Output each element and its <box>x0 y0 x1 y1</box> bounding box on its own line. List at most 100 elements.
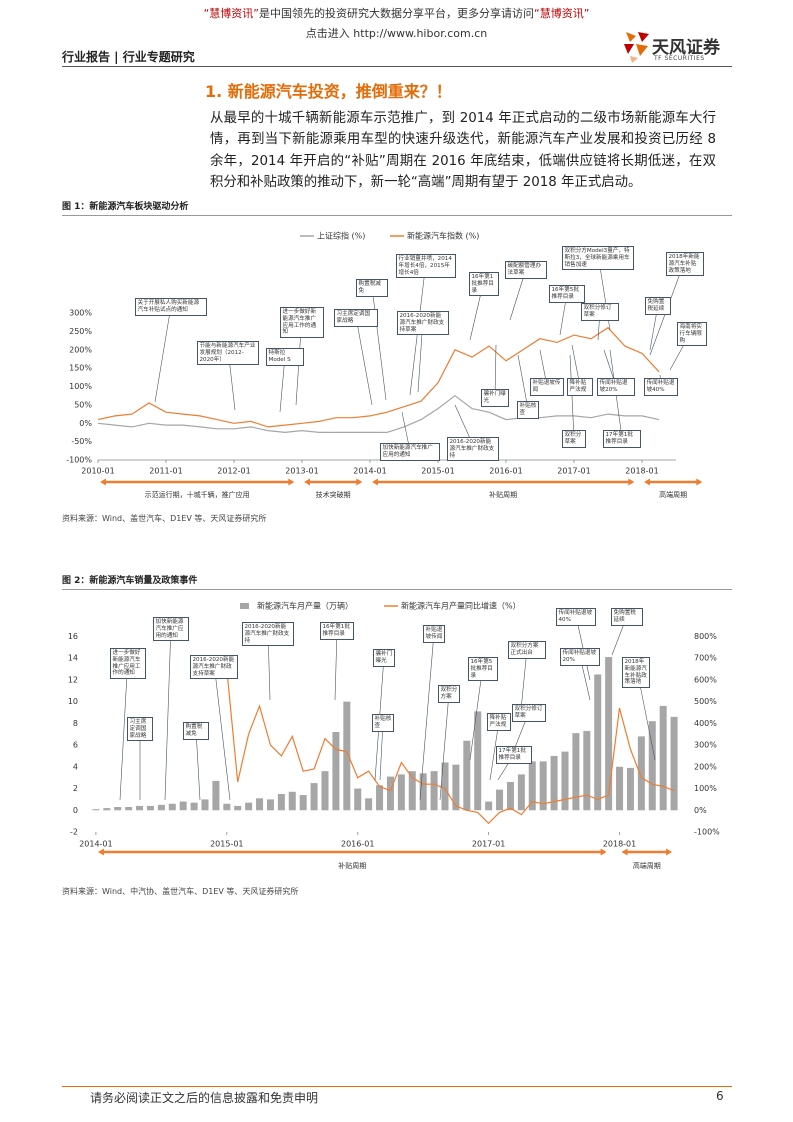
banner-text: 是中国领先的投资研究大数据分享平台，更多分享请访问 <box>259 7 534 20</box>
url[interactable]: http://www.hibor.com.cn <box>353 27 488 40</box>
callout: 2018年新能源汽车补贴政策落地 <box>622 657 650 689</box>
y2-tick-label: 500% <box>694 697 717 706</box>
bar <box>616 766 624 811</box>
x-tick-label: 2016-01 <box>341 840 374 849</box>
callout: 双积分方Model3量产，特斯拉3，全球新能源乘用车销售加速 <box>562 246 634 271</box>
line-series <box>97 326 660 428</box>
y2-tick-label: -100% <box>694 828 720 837</box>
bar <box>605 657 613 811</box>
site-link[interactable]: 点击进入 http://www.hibor.com.cn <box>0 25 793 41</box>
bar <box>223 803 231 811</box>
x-tick-label: 2018-01 <box>603 840 636 849</box>
callout: 2016-2020新能源汽车推广财政支持 <box>447 437 499 462</box>
callout-pointer <box>371 286 387 401</box>
bar <box>179 801 187 811</box>
footer-rule <box>62 1086 732 1087</box>
bar <box>408 771 416 811</box>
callout: 16年第1批推荐目录 <box>320 622 354 640</box>
bar <box>561 751 569 811</box>
bar <box>648 721 656 811</box>
callout: 进一步做好新能源汽车推广应用工作的通知 <box>280 307 324 339</box>
arrow-head <box>100 478 106 486</box>
y-tick-label: 10 <box>68 697 78 706</box>
callout: 补贴核查 <box>517 401 539 419</box>
x-tick-label: 2014-01 <box>353 467 386 476</box>
logo-mark <box>624 32 649 63</box>
figure-caption: 图 1：新能源汽车板块驱动分析 <box>62 199 732 216</box>
arrow-head <box>372 478 378 486</box>
x-tick-label: 2016-01 <box>489 467 522 476</box>
y-tick-label: 14 <box>68 654 78 663</box>
callout: 关于开展私人购买新能源汽车补贴试点的通知 <box>135 298 207 316</box>
bar <box>299 795 307 811</box>
y2-tick-label: 0% <box>694 806 707 815</box>
arrow-head <box>644 478 650 486</box>
callout: 降补贴严法规 <box>567 378 593 396</box>
header-rule <box>62 66 732 67</box>
period-label: 高端周期 <box>633 861 661 870</box>
callout-pointer <box>164 624 172 801</box>
logo-subtext: TF SECURITIES <box>654 55 705 62</box>
callout: 加快新能源汽车推广应用的通知 <box>380 443 440 461</box>
figure-source: 资料来源：Wind、盖世汽车、D1EV 等、天风证券研究所 <box>62 514 267 523</box>
x-tick-label: 2012-01 <box>217 467 250 476</box>
bar <box>114 807 122 811</box>
figure-source: 资料来源：Wind、中汽协、盖世汽车、D1EV 等、天风证券研究所 <box>62 887 299 896</box>
bar <box>168 803 176 811</box>
chart: -100% -50% 0% 50% 100% 150% 200% 250% 300% 2010-0… <box>66 231 703 499</box>
x-tick-label: 2010-01 <box>81 467 114 476</box>
callout: 双积分修订草案 <box>581 303 619 321</box>
period-label: 技术突破期 <box>316 490 351 499</box>
banner-brand: “慧博资讯” <box>534 7 590 20</box>
y-tick-label: 12 <box>68 675 78 684</box>
callout: 17年第1批推荐目录 <box>496 746 532 764</box>
callout: 加快新能源汽车推广应用的通知 <box>153 617 189 642</box>
callout: 降补贴严法规 <box>487 713 511 731</box>
figure-caption: 图 2：新能源汽车销量及政策事件 <box>62 573 732 590</box>
bar <box>496 789 504 811</box>
callout-pointer <box>489 720 500 781</box>
bar <box>528 761 536 811</box>
bar <box>288 791 296 811</box>
bar <box>594 674 602 811</box>
banner: “慧博资讯”是中国领先的投资研究大数据分享平台，更多分享请访问“慧博资讯” <box>0 5 793 21</box>
callout: 双积分修订草案 <box>512 704 546 722</box>
bar <box>376 785 384 811</box>
page-number: 6 <box>716 1089 724 1103</box>
callout: 骗补门曝光 <box>481 389 509 407</box>
bar <box>157 804 165 811</box>
arrow-head <box>696 478 703 486</box>
y-tick-label: 100% <box>69 382 92 391</box>
callout: 16年第5批推荐目录 <box>549 285 585 303</box>
arrow-head <box>600 848 607 856</box>
arrow-head <box>621 848 628 856</box>
bar <box>277 793 285 811</box>
callout: 行业销量井喷，2014年增长4倍，2015年增长4倍 <box>396 254 456 279</box>
bar <box>441 762 449 811</box>
callout-pointer <box>334 629 338 701</box>
bar <box>670 716 678 811</box>
y2-tick-label: 800% <box>694 632 717 641</box>
y2-tick-label: 100% <box>694 784 717 793</box>
callout: 免购置税延续 <box>645 297 671 315</box>
bar <box>419 773 427 811</box>
line-series <box>226 668 675 825</box>
callout: 16年第5批推荐目录 <box>468 657 498 682</box>
callout: 习主席定调国家战略 <box>127 717 153 742</box>
bar <box>430 771 438 811</box>
bar <box>550 755 558 811</box>
logo-text: 天风证券 <box>652 38 720 58</box>
period-label: 示范运行期，十城千辆，推广应用 <box>145 490 250 499</box>
x-tick-label: 2015-01 <box>421 467 454 476</box>
legend-label: 新能源汽车月产量同比增速（%） <box>401 601 521 611</box>
y-tick-label: 4 <box>73 762 78 771</box>
y2-tick-label: 300% <box>694 741 717 750</box>
bar <box>365 798 373 811</box>
bar <box>354 788 362 811</box>
arrow-head <box>304 478 310 486</box>
y-tick-label: 2 <box>73 784 78 793</box>
bar <box>386 776 394 811</box>
callout: 传闻补贴退坡20% <box>560 648 600 666</box>
bar <box>343 701 351 811</box>
